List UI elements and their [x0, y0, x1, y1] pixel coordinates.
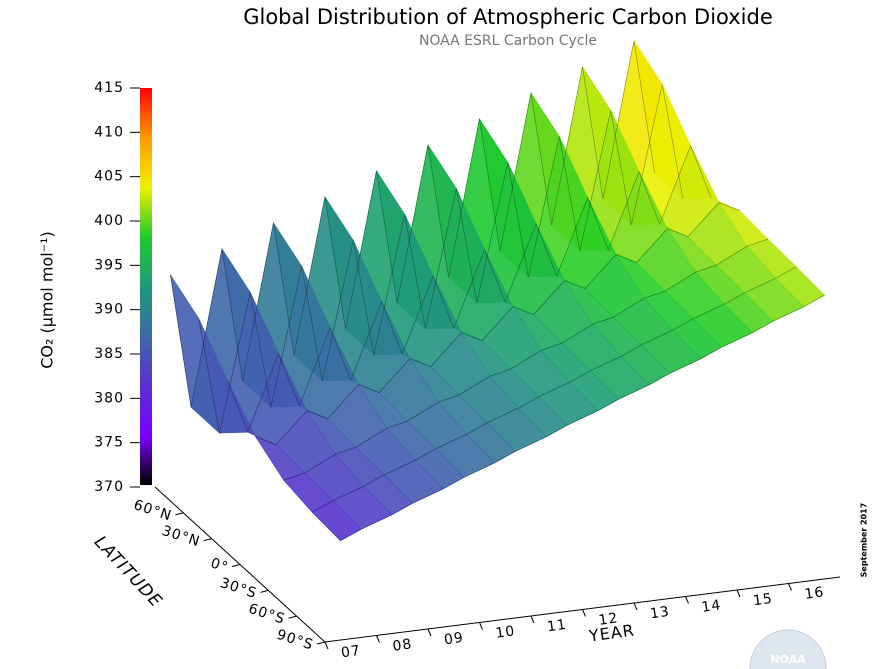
x-tick-label: 13 — [649, 604, 671, 623]
z-axis-label: CO₂ (µmol mol⁻¹) — [38, 231, 57, 369]
x-tick-label: 11 — [546, 617, 568, 636]
x-tick — [788, 583, 792, 591]
y-tick — [288, 615, 297, 619]
z-tick-label: 400 — [94, 213, 124, 229]
x-tick — [685, 596, 689, 604]
z-tick-label: 405 — [94, 169, 124, 185]
z-tick-label: 375 — [94, 435, 124, 451]
latitude-line — [311, 266, 797, 513]
x-tick-label: 12 — [598, 610, 620, 629]
surface — [170, 40, 826, 542]
x-tick-label: 14 — [701, 597, 723, 616]
y-tick-label: 30°S — [218, 575, 259, 602]
x-tick — [427, 628, 432, 637]
latitude-line — [198, 84, 684, 433]
y-tick-label: 0° — [208, 555, 230, 576]
y-tick-label: 90°S — [275, 627, 316, 654]
date-note: September 2017 — [860, 503, 869, 578]
x-tick-label: 15 — [752, 591, 774, 610]
logo-text: NOAA — [770, 653, 806, 666]
x-tick — [736, 589, 741, 598]
chart-title: Global Distribution of Atmospheric Carbo… — [243, 5, 773, 29]
y-tick-label: 60°S — [246, 601, 287, 628]
x-tick — [324, 641, 329, 650]
latitude-line — [226, 144, 712, 434]
surface-cell — [311, 500, 362, 542]
y-tick — [260, 589, 269, 593]
latitude-line — [283, 238, 768, 481]
colorbar — [140, 88, 152, 485]
x-tick — [582, 609, 586, 617]
logo — [749, 629, 827, 669]
y-tick — [316, 641, 326, 645]
latitude-line — [340, 294, 825, 542]
latitude-line — [255, 202, 740, 446]
y-tick — [203, 538, 212, 542]
z-tick-label: 380 — [94, 390, 124, 406]
x-tick — [376, 635, 380, 643]
x-tick — [530, 615, 535, 624]
z-tick-label: 415 — [94, 80, 124, 96]
z-tick-label: 370 — [94, 479, 124, 495]
x-tick — [479, 622, 483, 630]
z-tick-label: 410 — [94, 124, 124, 140]
y-tick — [231, 564, 241, 567]
x-tick-label: 08 — [392, 636, 414, 655]
z-tick-label: 395 — [94, 257, 124, 273]
y-tick — [175, 512, 184, 516]
y-axis-label: LATITUDE — [90, 532, 166, 611]
x-tick-label: 10 — [495, 623, 517, 642]
latitude-line — [170, 40, 655, 408]
z-tick-label: 385 — [94, 346, 124, 362]
x-tick — [633, 602, 638, 611]
x-tick-label: 07 — [340, 643, 362, 662]
chart-subtitle: NOAA ESRL Carbon Cycle — [419, 33, 597, 49]
z-tick-label: 390 — [94, 302, 124, 318]
x-tick-label: 09 — [443, 630, 465, 649]
y-tick-label: 30°N — [160, 523, 202, 550]
y-tick-label: 60°N — [131, 497, 173, 524]
x-tick-label: 16 — [804, 584, 826, 603]
